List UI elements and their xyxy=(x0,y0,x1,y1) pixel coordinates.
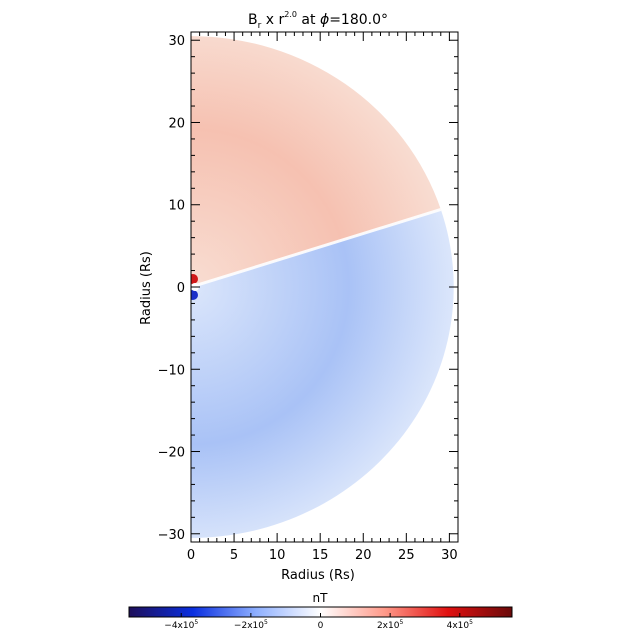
x-tick-label: 30 xyxy=(441,548,458,563)
title-at: at xyxy=(297,12,320,28)
colorbar-tick-label: −4x105 xyxy=(164,619,198,631)
title-times: x r xyxy=(261,12,284,28)
y-tick-label: −10 xyxy=(158,363,185,378)
origin-negative-spot xyxy=(191,290,198,300)
x-tick-label: 20 xyxy=(355,548,372,563)
y-axis-label: Radius (Rs) xyxy=(139,251,154,325)
title-sub: r xyxy=(258,21,262,31)
y-tick-label: −20 xyxy=(158,446,185,461)
current-sheet xyxy=(191,208,442,289)
x-tick-label: 25 xyxy=(398,548,415,563)
colorbar-tick-label: 4x105 xyxy=(447,619,474,631)
plot-area xyxy=(191,36,454,538)
title-exponent: 2.0 xyxy=(284,10,297,19)
colorbar-tick-label: 0 xyxy=(318,621,324,631)
colorbar-label: nT xyxy=(313,591,329,605)
sector-south xyxy=(191,209,454,538)
x-tick-label: 10 xyxy=(269,548,286,563)
origin-positive-spot xyxy=(191,274,198,284)
colorbar-tick-label: −2x105 xyxy=(234,619,268,631)
title-equals: =180.0° xyxy=(329,12,388,28)
title-base: B xyxy=(248,12,258,28)
x-axis-label: Radius (Rs) xyxy=(281,568,355,583)
colorbar-tick-label: 2x105 xyxy=(377,619,404,631)
chart-title: Br x r2.0 at ϕ=180.0° xyxy=(248,10,388,31)
x-tick-label: 5 xyxy=(230,548,238,563)
y-tick-label: 20 xyxy=(168,116,185,131)
x-tick-label: 0 xyxy=(187,548,195,563)
axes: 0 5 10 15 20 25 30 30 20 10 0 −10 −20 −30 xyxy=(158,31,459,563)
y-tick-label: −30 xyxy=(158,528,185,543)
colorbar-ticks: −4x105 −2x105 0 2x105 4x105 xyxy=(164,613,473,631)
y-tick-label: 30 xyxy=(168,34,185,49)
y-tick-label: 10 xyxy=(168,199,185,214)
title-phi: ϕ xyxy=(320,12,329,28)
sector-north xyxy=(191,36,441,288)
x-tick-label: 15 xyxy=(312,548,329,563)
y-tick-label: 0 xyxy=(177,281,185,296)
